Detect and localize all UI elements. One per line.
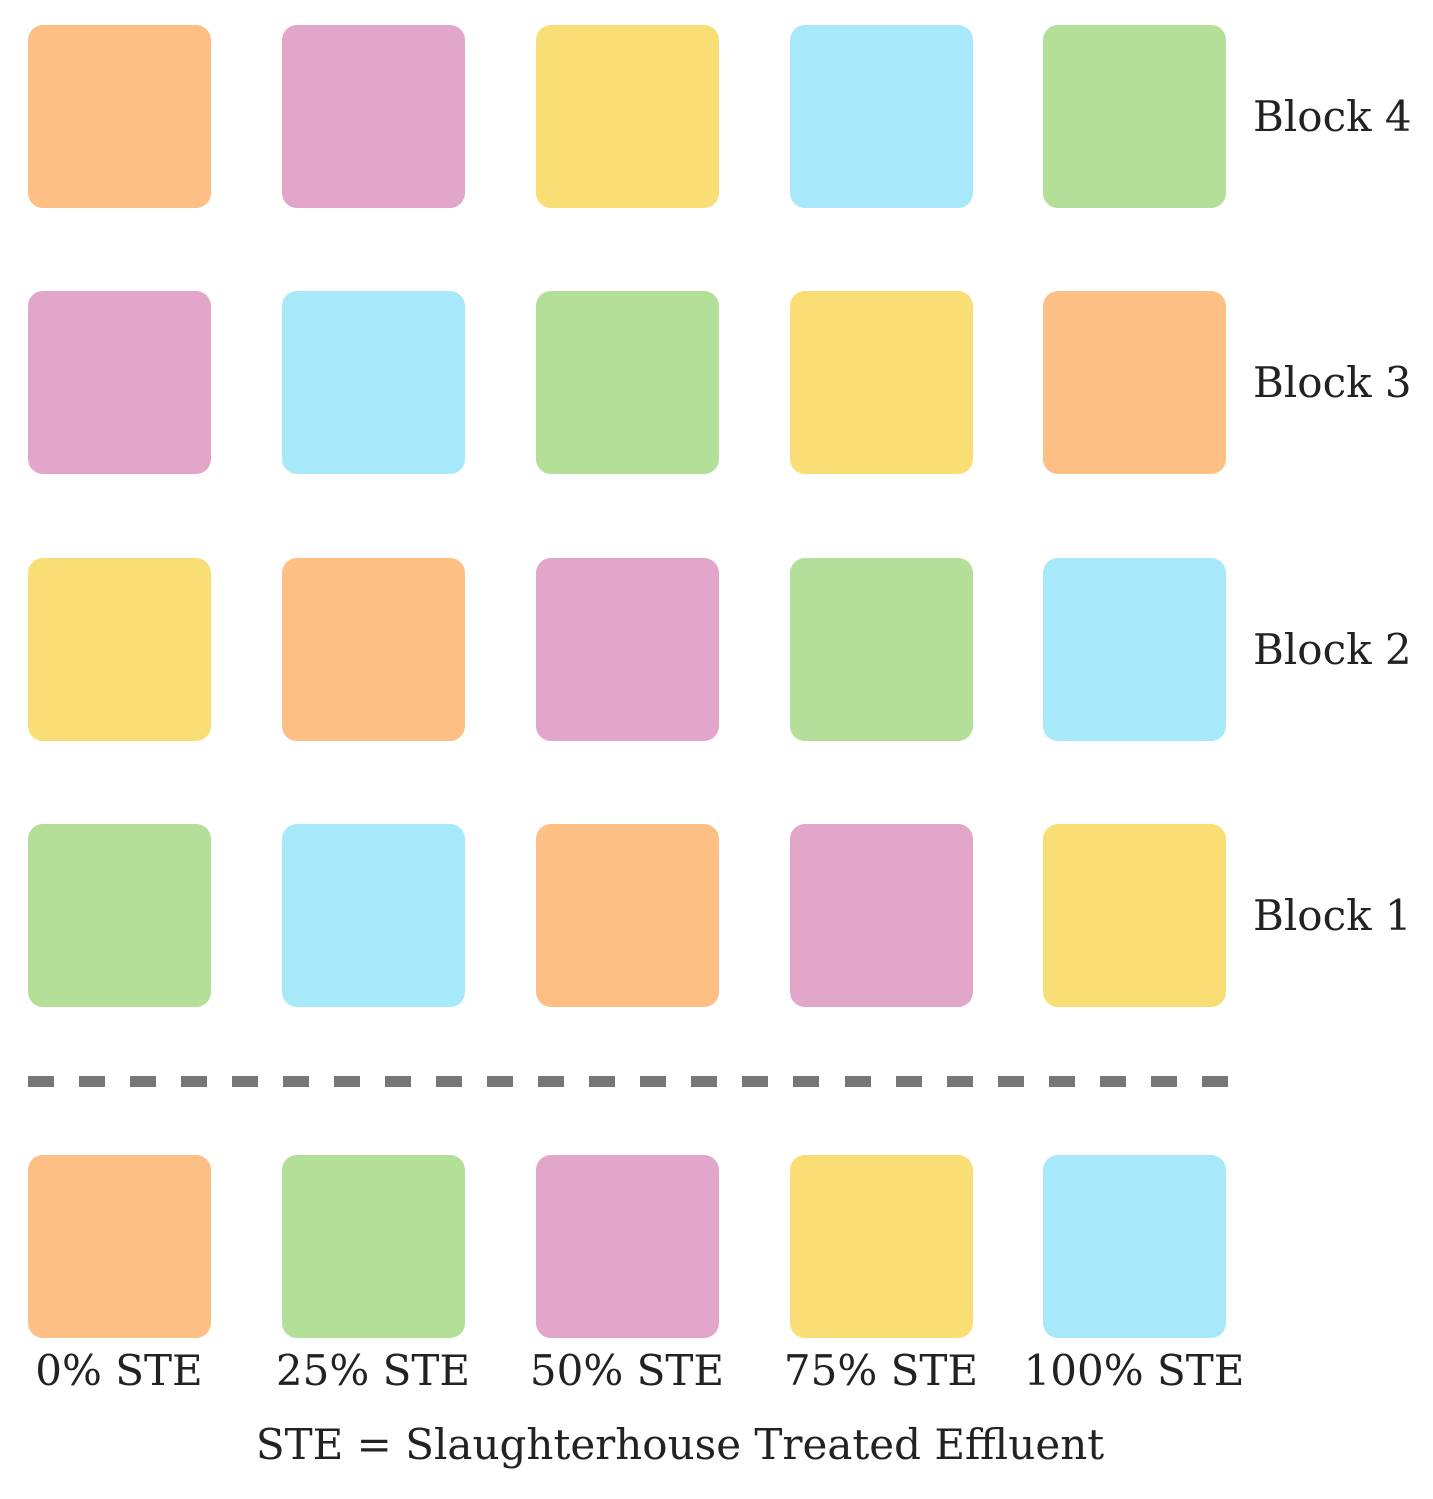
plot-cell: [282, 824, 465, 1007]
plot-cell: [28, 25, 211, 208]
legend-swatch: [28, 1155, 211, 1338]
legend: 0% STE 25% STE 50% STE 75% STE 100% STE: [0, 1155, 1433, 1395]
legend-label: 25% STE: [275, 1346, 471, 1395]
plot-cell: [536, 291, 719, 474]
plot-cell: [1043, 824, 1226, 1007]
plot-cell: [536, 558, 719, 741]
legend-swatch: [1043, 1155, 1226, 1338]
legend-swatch: [536, 1155, 719, 1338]
plot-cell: [536, 25, 719, 208]
plot-cell: [28, 291, 211, 474]
plot-cell: [282, 25, 465, 208]
legend-swatch: [790, 1155, 973, 1338]
plot-cell: [1043, 291, 1226, 474]
legend-swatch: [282, 1155, 465, 1338]
plot-cell: [790, 558, 973, 741]
legend-label: 0% STE: [35, 1346, 203, 1395]
legend-label: 100% STE: [1023, 1346, 1245, 1395]
dashed-divider: [28, 1076, 1228, 1087]
block-row-1: Block 1: [0, 824, 1433, 1008]
block-row-2: Block 2: [0, 558, 1433, 742]
plot-cell: [28, 558, 211, 741]
block-row-4: Block 4: [0, 25, 1433, 209]
plot-cell: [790, 25, 973, 208]
legend-label: 75% STE: [783, 1346, 979, 1395]
plot-cell: [790, 824, 973, 1007]
plot-cell: [28, 824, 211, 1007]
block-label: Block 3: [1253, 358, 1412, 407]
legend-label: 50% STE: [529, 1346, 725, 1395]
plot-cell: [790, 291, 973, 474]
plot-cell: [536, 824, 719, 1007]
plot-cell: [282, 558, 465, 741]
plot-cell: [1043, 558, 1226, 741]
block-label: Block 2: [1253, 625, 1412, 674]
plot-cell: [1043, 25, 1226, 208]
plot-cell: [282, 291, 465, 474]
footnote: STE = Slaughterhouse Treated Effluent: [255, 1420, 1105, 1469]
block-label: Block 1: [1253, 891, 1412, 940]
block-row-3: Block 3: [0, 291, 1433, 475]
block-label: Block 4: [1253, 92, 1412, 141]
